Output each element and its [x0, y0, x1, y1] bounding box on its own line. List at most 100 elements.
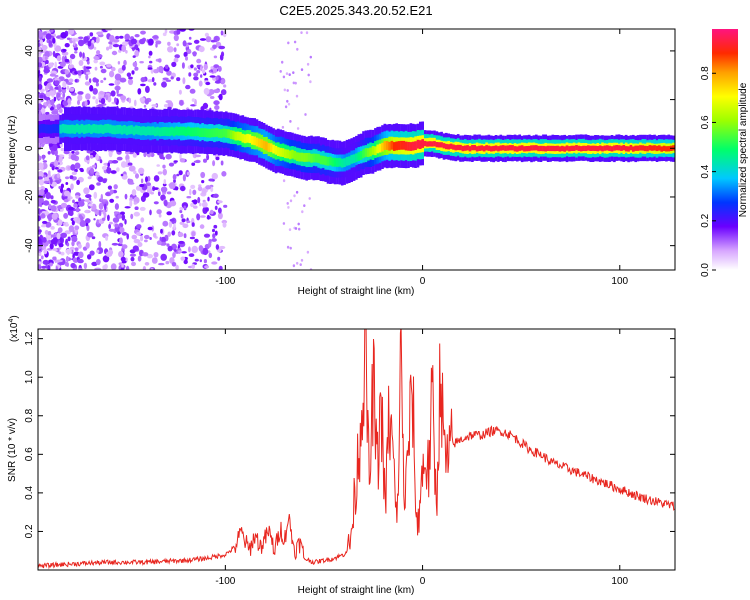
- heatmap-noise-cell: [38, 208, 41, 215]
- heatmap-ridge-cell: [123, 125, 126, 134]
- heatmap-noise-cell: [282, 222, 286, 225]
- heatmap-noise-cell: [176, 43, 180, 47]
- heatmap-noise-cell: [88, 206, 91, 209]
- heatmap-noise-cell: [281, 60, 284, 64]
- heatmap-noise-cell: [143, 151, 147, 158]
- heatmap-ridge-cell: [535, 145, 538, 151]
- heatmap-noise-cell: [182, 40, 187, 47]
- heatmap-noise-cell: [126, 233, 129, 240]
- heatmap-noise-cell: [175, 187, 179, 191]
- heatmap-noise-cell: [284, 105, 288, 109]
- heatmap-noise-cell: [44, 230, 49, 235]
- heatmap-noise-cell: [63, 198, 69, 203]
- heatmap-noise-cell: [84, 81, 91, 86]
- heatmap-ridge-cell: [336, 158, 339, 167]
- heatmap-noise-cell: [64, 261, 69, 267]
- heatmap-ridge-cell: [106, 123, 110, 133]
- heatmap-noise-cell: [50, 177, 53, 185]
- heatmap-noise-cell: [62, 49, 67, 52]
- heatmap-noise-cell: [63, 190, 71, 197]
- heatmap-noise-cell: [196, 58, 202, 64]
- heatmap-ridge-cell: [217, 128, 221, 138]
- snr-y-multiplier-close: ): [9, 315, 20, 318]
- heatmap-noise-cell: [99, 159, 103, 164]
- heatmap-noise-cell: [112, 44, 120, 48]
- heatmap-noise-cell: [186, 220, 191, 223]
- heatmap-noise-cell: [78, 200, 85, 207]
- heatmap-noise-cell: [104, 203, 107, 211]
- heatmap-noise-cell: [77, 94, 83, 102]
- heatmap-noise-cell: [65, 182, 69, 185]
- heatmap-noise-cell: [68, 225, 75, 233]
- heatmap-ridge-cell: [56, 124, 60, 134]
- heatmap-noise-cell: [199, 38, 207, 41]
- heatmap-noise-cell: [98, 202, 104, 210]
- heatmap-ridge-cell: [516, 146, 519, 152]
- heatmap-noise-cell: [124, 193, 128, 200]
- heatmap-noise-cell: [217, 256, 221, 261]
- heatmap-noise-cell: [120, 267, 125, 270]
- heatmap-noise-cell: [300, 258, 304, 262]
- heatmap-ridge-cell: [518, 145, 521, 151]
- heatmap-noise-cell: [38, 69, 41, 75]
- heatmap-ridge-cell: [416, 139, 420, 149]
- snr-series-line: [38, 329, 675, 570]
- heatmap-noise-cell: [162, 164, 166, 169]
- heatmap-ridge-cell: [269, 143, 273, 153]
- colorbar-label: Normalized spectral amplitude: [738, 82, 749, 217]
- heatmap-noise-cell: [286, 245, 290, 249]
- heatmap-noise-cell: [89, 167, 95, 174]
- heatmap-ridge-cell: [615, 145, 618, 151]
- heatmap-noise-cell: [48, 103, 51, 109]
- heatmap-noise-cell: [156, 164, 160, 167]
- heatmap-noise-cell: [73, 39, 76, 46]
- heatmap-noise-cell: [193, 205, 198, 209]
- colorbar-gradient: [712, 29, 738, 270]
- heatmap-noise-cell: [296, 47, 299, 51]
- heatmap-noise-cell: [294, 227, 298, 230]
- heatmap-noise-cell: [183, 205, 187, 209]
- heatmap-ridge-cell: [232, 130, 235, 140]
- heatmap-noise-cell: [286, 202, 289, 205]
- heatmap-noise-cell: [160, 186, 168, 193]
- heatmap-noise-cell: [116, 87, 119, 95]
- heatmap-noise-cell: [91, 164, 97, 168]
- heatmap-noise-cell: [71, 240, 75, 247]
- heatmap-noise-cell: [287, 102, 291, 106]
- heatmap-noise-cell: [39, 94, 44, 99]
- heatmap-noise-cell: [193, 67, 197, 71]
- heatmap-noise-cell: [150, 267, 154, 270]
- heatmap-noise-cell: [56, 259, 63, 263]
- heatmap-ridge-cell: [87, 124, 91, 133]
- heatmap-noise-cell: [213, 224, 218, 229]
- heatmap-noise-cell: [157, 190, 161, 197]
- heatmap-ridge-cell: [485, 145, 488, 151]
- heatmap-noise-cell: [39, 188, 45, 196]
- heatmap-ridge-cell: [537, 145, 540, 152]
- heatmap-noise-cell: [88, 184, 95, 191]
- heatmap-noise-cell: [73, 203, 78, 208]
- heatmap-noise-cell: [97, 104, 104, 108]
- heatmap-noise-cell: [177, 250, 182, 253]
- heatmap-noise-cell: [158, 58, 162, 63]
- heatmap-noise-cell: [96, 182, 101, 186]
- heatmap-noise-cell: [100, 193, 104, 201]
- heatmap-noise-cell: [93, 218, 96, 221]
- heatmap-noise-cell: [50, 199, 56, 204]
- heatmap-noise-cell: [98, 209, 102, 217]
- heatmap-ridge-cell: [572, 145, 576, 151]
- heatmap-noise-cell: [167, 46, 174, 53]
- heatmap-noise-cell: [38, 189, 41, 196]
- heatmap-noise-cell: [68, 210, 74, 217]
- heatmap-noise-cell: [179, 153, 182, 161]
- x-tick-label: -100: [215, 576, 235, 587]
- heatmap-ridge-cell: [421, 139, 424, 148]
- heatmap-ridge-cell: [220, 129, 223, 138]
- heatmap-noise-cell: [42, 160, 48, 163]
- heatmap-ridge-cell: [262, 140, 266, 150]
- heatmap-noise-cell: [74, 247, 79, 251]
- heatmap-noise-cell: [106, 46, 110, 51]
- heatmap-noise-cell: [65, 176, 70, 180]
- heatmap-noise-cell: [179, 99, 184, 106]
- heatmap-noise-cell: [145, 182, 151, 187]
